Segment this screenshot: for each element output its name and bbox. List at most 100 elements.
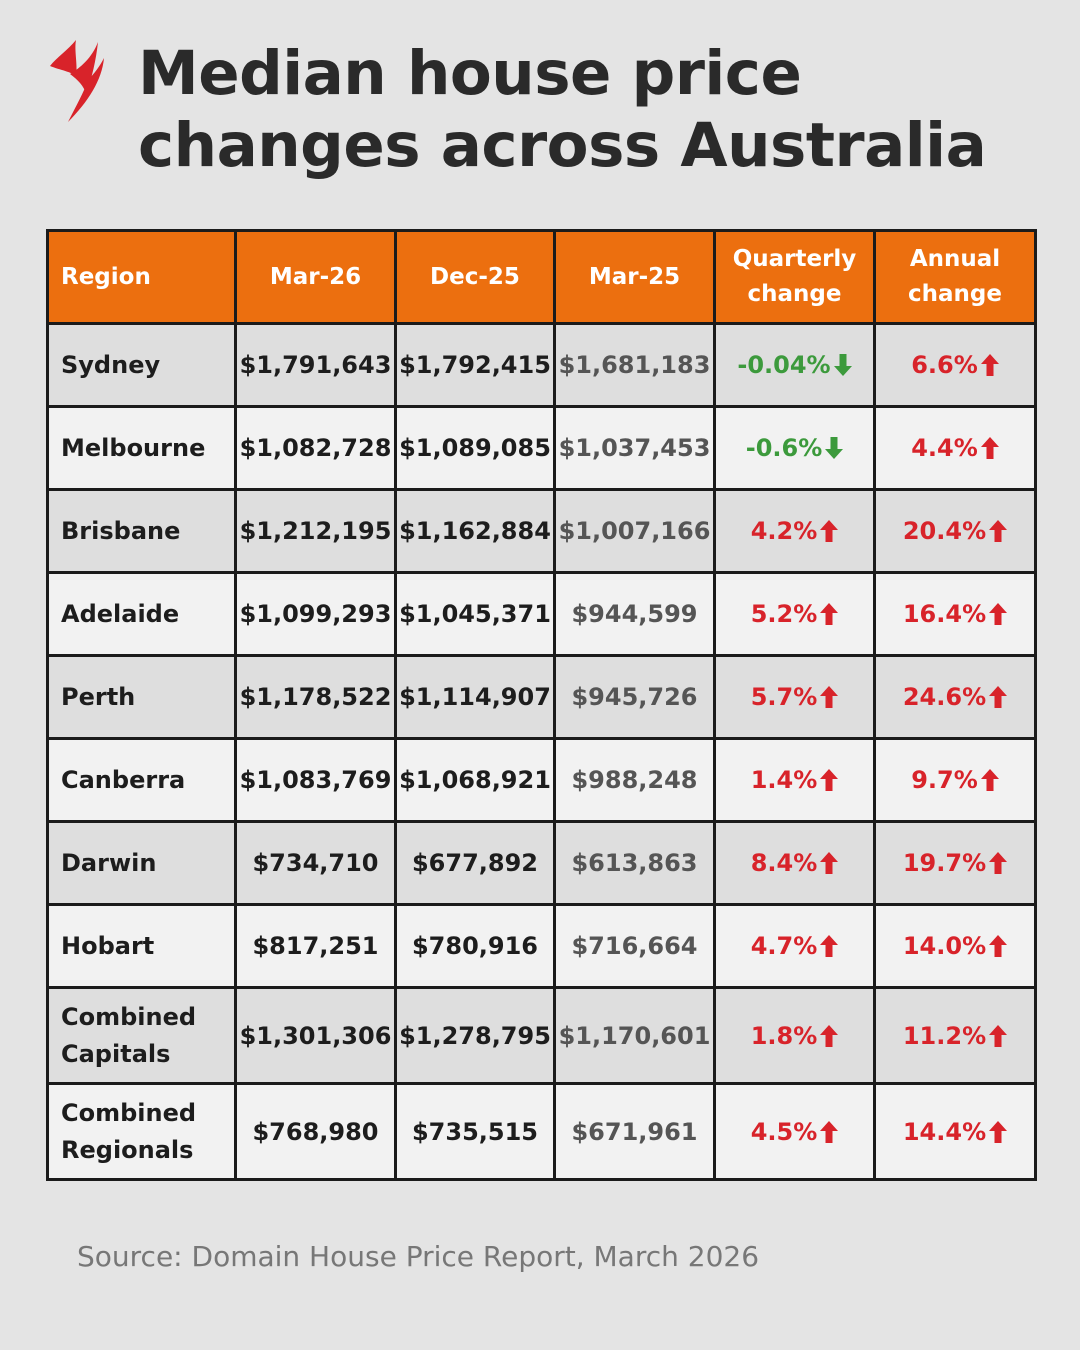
annual-change-cell: 14.4% (873, 1082, 1037, 1181)
quarterly-change-cell-value: 4.2% (750, 517, 818, 545)
quarterly-change-cell: 1.8% (713, 986, 876, 1085)
mar25-cell: $945,726 (553, 654, 716, 740)
arrow-up-icon (980, 437, 999, 459)
arrow-down-icon (825, 437, 844, 459)
quarterly-change-cell: 4.5% (713, 1082, 876, 1181)
arrow-up-icon (820, 1120, 839, 1143)
arrow-up-icon (989, 686, 1008, 708)
dec25-cell-value: $677,892 (411, 849, 538, 877)
mar26-cell-value: $1,212,195 (239, 517, 392, 545)
mar26-cell: $1,099,293 (234, 571, 397, 657)
arrow-up-icon (820, 686, 839, 708)
mar26-cell: $1,791,643 (234, 322, 397, 408)
arrow-down-icon (833, 354, 852, 376)
mar25-cell: $1,681,183 (553, 322, 716, 408)
region-cell-word: Combined (61, 1098, 197, 1127)
quarterly-change-cell: 4.7% (713, 903, 876, 989)
arrow-up-icon (989, 1120, 1008, 1143)
arrow-up-icon (820, 520, 839, 542)
mar26-cell-value: $1,082,728 (239, 434, 392, 462)
arrow-up-icon (989, 1024, 1008, 1047)
mar25-cell-value: $613,863 (571, 849, 698, 877)
table-row: Combined Capitals $1,301,306 $1,278,795 $1,1… (46, 986, 1037, 1085)
column-header-region: Region (46, 229, 237, 325)
arrow-up-icon (989, 603, 1008, 625)
table-row: Combined Regionals $768,980 $735,515 $671,96… (46, 1082, 1037, 1181)
table-row: Darwin $734,710 $677,892 $613,863 8.4% 19.7% (46, 820, 1037, 906)
arrow-up-icon (820, 603, 839, 625)
quarterly-change-cell: 1.4% (713, 737, 876, 823)
annual-change-cell: 20.4% (873, 488, 1037, 574)
arrow-up-icon (820, 852, 839, 874)
source-note: Source: Domain House Price Report, March… (77, 1240, 760, 1273)
mar25-cell: $988,248 (553, 737, 716, 823)
mar25-cell: $671,961 (553, 1082, 716, 1181)
dec25-cell: $1,278,795 (394, 986, 556, 1085)
mar26-cell: $1,301,306 (234, 986, 397, 1085)
mar25-cell: $944,599 (553, 571, 716, 657)
table-row: Perth $1,178,522 $1,114,907 $945,726 5.7% 24.… (46, 654, 1037, 740)
region-cell: Sydney (46, 322, 237, 408)
arrow-up-icon (980, 769, 999, 791)
mar26-cell-value: $1,791,643 (239, 351, 392, 379)
annual-change-cell-value: 14.4% (902, 1117, 987, 1146)
dec25-cell-value: $1,068,921 (399, 766, 551, 794)
mar26-cell: $1,082,728 (234, 405, 397, 491)
annual-change-cell: 6.6% (873, 322, 1037, 408)
arrow-up-icon (989, 935, 1008, 957)
annual-change-cell-value: 6.6% (911, 351, 978, 379)
dec25-cell: $1,792,415 (394, 322, 556, 408)
quarterly-change-cell-value: 5.2% (750, 600, 818, 628)
mar25-cell-value: $988,248 (571, 766, 698, 794)
dec25-cell-value: $735,515 (411, 1117, 538, 1146)
annual-change-cell: 24.6% (873, 654, 1037, 740)
mar26-cell: $817,251 (234, 903, 397, 989)
mar26-cell-value: $1,099,293 (239, 600, 392, 628)
mar26-cell: $734,710 (234, 820, 397, 906)
dec25-cell: $1,068,921 (394, 737, 556, 823)
table-row: Canberra $1,083,769 $1,068,921 $988,248 1.4%… (46, 737, 1037, 823)
mar26-cell-value: $1,178,522 (239, 683, 392, 711)
mar25-cell-value: $945,726 (571, 683, 698, 711)
quarterly-change-cell-value: 4.7% (750, 932, 818, 960)
annual-change-cell-value: 20.4% (902, 517, 987, 545)
mar25-cell: $613,863 (553, 820, 716, 906)
region-cell: Hobart (46, 903, 237, 989)
title-line-1: Median house price (138, 38, 802, 109)
region-cell-value: Darwin (61, 848, 157, 877)
arrow-up-icon (989, 520, 1008, 542)
mar26-cell-value: $1,301,306 (239, 1021, 392, 1050)
annual-change-cell: 19.7% (873, 820, 1037, 906)
arrow-up-icon (820, 935, 839, 957)
annual-change-cell: 14.0% (873, 903, 1037, 989)
mar25-cell: $1,007,166 (553, 488, 716, 574)
dec25-cell: $1,114,907 (394, 654, 556, 740)
mar26-cell: $1,212,195 (234, 488, 397, 574)
annual-change-cell: 4.4% (873, 405, 1037, 491)
mar25-cell-value: $944,599 (571, 600, 698, 628)
region-cell: Adelaide (46, 571, 237, 657)
mar26-cell-value: $817,251 (252, 932, 379, 960)
column-header-dec25: Dec-25 (394, 229, 556, 325)
mar25-cell: $1,170,601 (553, 986, 716, 1085)
column-header-annual: Annual change (873, 229, 1037, 325)
column-header-quarterly-label: Quarterly change (732, 246, 857, 307)
mar26-cell: $768,980 (234, 1082, 397, 1181)
arrow-up-icon (989, 852, 1008, 874)
dec25-cell: $1,045,371 (394, 571, 556, 657)
region-cell-word: Regionals (61, 1135, 194, 1164)
region-cell: Canberra (46, 737, 237, 823)
mar25-cell-value: $671,961 (571, 1117, 698, 1146)
region-cell: Melbourne (46, 405, 237, 491)
arrow-up-icon (820, 769, 839, 791)
mar26-cell: $1,083,769 (234, 737, 397, 823)
quarterly-change-cell: -0.6% (713, 405, 876, 491)
quarterly-change-cell-value: -0.04% (737, 351, 831, 379)
annual-change-cell-value: 24.6% (902, 683, 987, 711)
quarterly-change-cell-value: 4.5% (750, 1117, 818, 1146)
dec25-cell-value: $1,045,371 (399, 600, 551, 628)
table-header-row: Region Mar-26 Dec-25 Mar-25 Quarterly ch… (46, 229, 1037, 325)
region-cell: Combined Capitals (46, 986, 237, 1085)
region-cell-word: Capitals (61, 1039, 171, 1068)
mar26-cell: $1,178,522 (234, 654, 397, 740)
